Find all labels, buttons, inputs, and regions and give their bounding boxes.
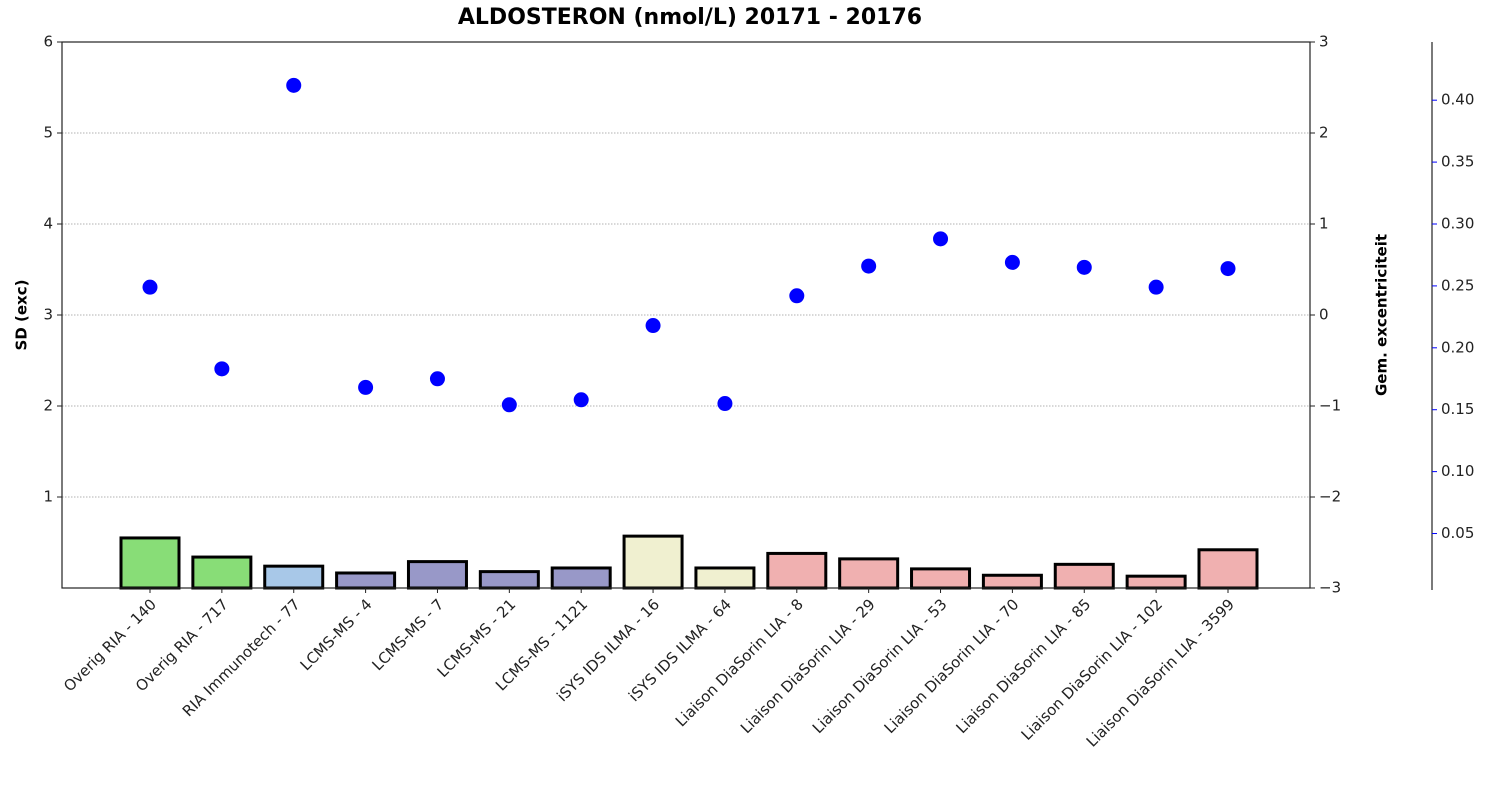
x-tick-label: Liaison DiaSorin LIA - 53 [809, 595, 951, 737]
chart-title: ALDOSTERON (nmol/L) 20171 - 20176 [458, 5, 922, 30]
x-tick-label: Liaison DiaSorin LIA - 8 [672, 595, 807, 730]
point [214, 361, 230, 377]
bar [406, 560, 468, 590]
x-tick-label: LCMS-MS - 4 [297, 595, 376, 674]
point [573, 392, 589, 408]
y-tick-label: 1 [43, 488, 53, 506]
y2-tick-label: −3 [1319, 579, 1341, 597]
bar [766, 551, 828, 590]
point [1004, 254, 1020, 270]
point [142, 279, 158, 295]
y2-axis-label: Gem. excentriciteit [1373, 234, 1391, 396]
x-tick-label: Liaison DiaSorin LIA - 102 [1018, 595, 1166, 743]
y3-tick-label: 0.30 [1441, 215, 1474, 233]
y3-tick-label: 0.05 [1441, 524, 1474, 542]
bar [1125, 574, 1187, 590]
point [286, 77, 302, 93]
point [645, 318, 661, 334]
bar [550, 566, 612, 590]
bar [478, 570, 540, 590]
bar [910, 567, 972, 590]
y2-tick-label: 1 [1319, 215, 1329, 233]
y-tick-label: 4 [43, 215, 53, 233]
y-axis-label: SD (exc) [13, 280, 31, 351]
y2-tick-label: 0 [1319, 306, 1329, 324]
point [1220, 261, 1236, 277]
x-tick-label: RIA Immunotech - 77 [179, 595, 304, 720]
bar [191, 555, 253, 590]
bar [119, 536, 181, 590]
y-tick-label: 3 [43, 306, 53, 324]
x-tick-label: LCMS-MS - 7 [369, 595, 448, 674]
bar [981, 573, 1043, 590]
y2-tick-label: −2 [1319, 488, 1341, 506]
point [1148, 279, 1164, 295]
y-tick-label: 6 [43, 33, 53, 51]
y-tick-label: 2 [43, 397, 53, 415]
bar [263, 564, 325, 590]
point [717, 396, 733, 412]
bar [335, 571, 397, 590]
point [789, 288, 805, 304]
bar [622, 534, 684, 590]
y2-tick-label: 2 [1319, 124, 1329, 142]
plot-frame [61, 41, 1311, 589]
y3-tick-label: 0.15 [1441, 400, 1474, 418]
bar [1197, 548, 1259, 590]
point [933, 231, 949, 247]
point [501, 397, 517, 413]
x-tick-label: Liaison DiaSorin LIA - 3599 [1083, 595, 1238, 750]
y2-tick-label: 3 [1319, 33, 1329, 51]
y3-tick-label: 0.25 [1441, 276, 1474, 294]
y3-tick-label: 0.10 [1441, 462, 1474, 480]
y3-tick-label: 0.35 [1441, 153, 1474, 171]
point [429, 371, 445, 387]
x-tick-label: Liaison DiaSorin LIA - 29 [737, 595, 879, 737]
point [1076, 259, 1092, 275]
y3-tick-label: 0.40 [1441, 91, 1474, 109]
bar [694, 566, 756, 590]
bar [1053, 562, 1115, 590]
x-tick-label: Liaison DiaSorin LIA - 85 [953, 595, 1095, 737]
y2-tick-label: −1 [1319, 397, 1341, 415]
y3-tick-label: 0.20 [1441, 338, 1474, 356]
bar [838, 557, 900, 590]
point [861, 258, 877, 274]
point [358, 379, 374, 395]
y-tick-label: 5 [43, 124, 53, 142]
x-tick-label: Liaison DiaSorin LIA - 70 [881, 595, 1023, 737]
